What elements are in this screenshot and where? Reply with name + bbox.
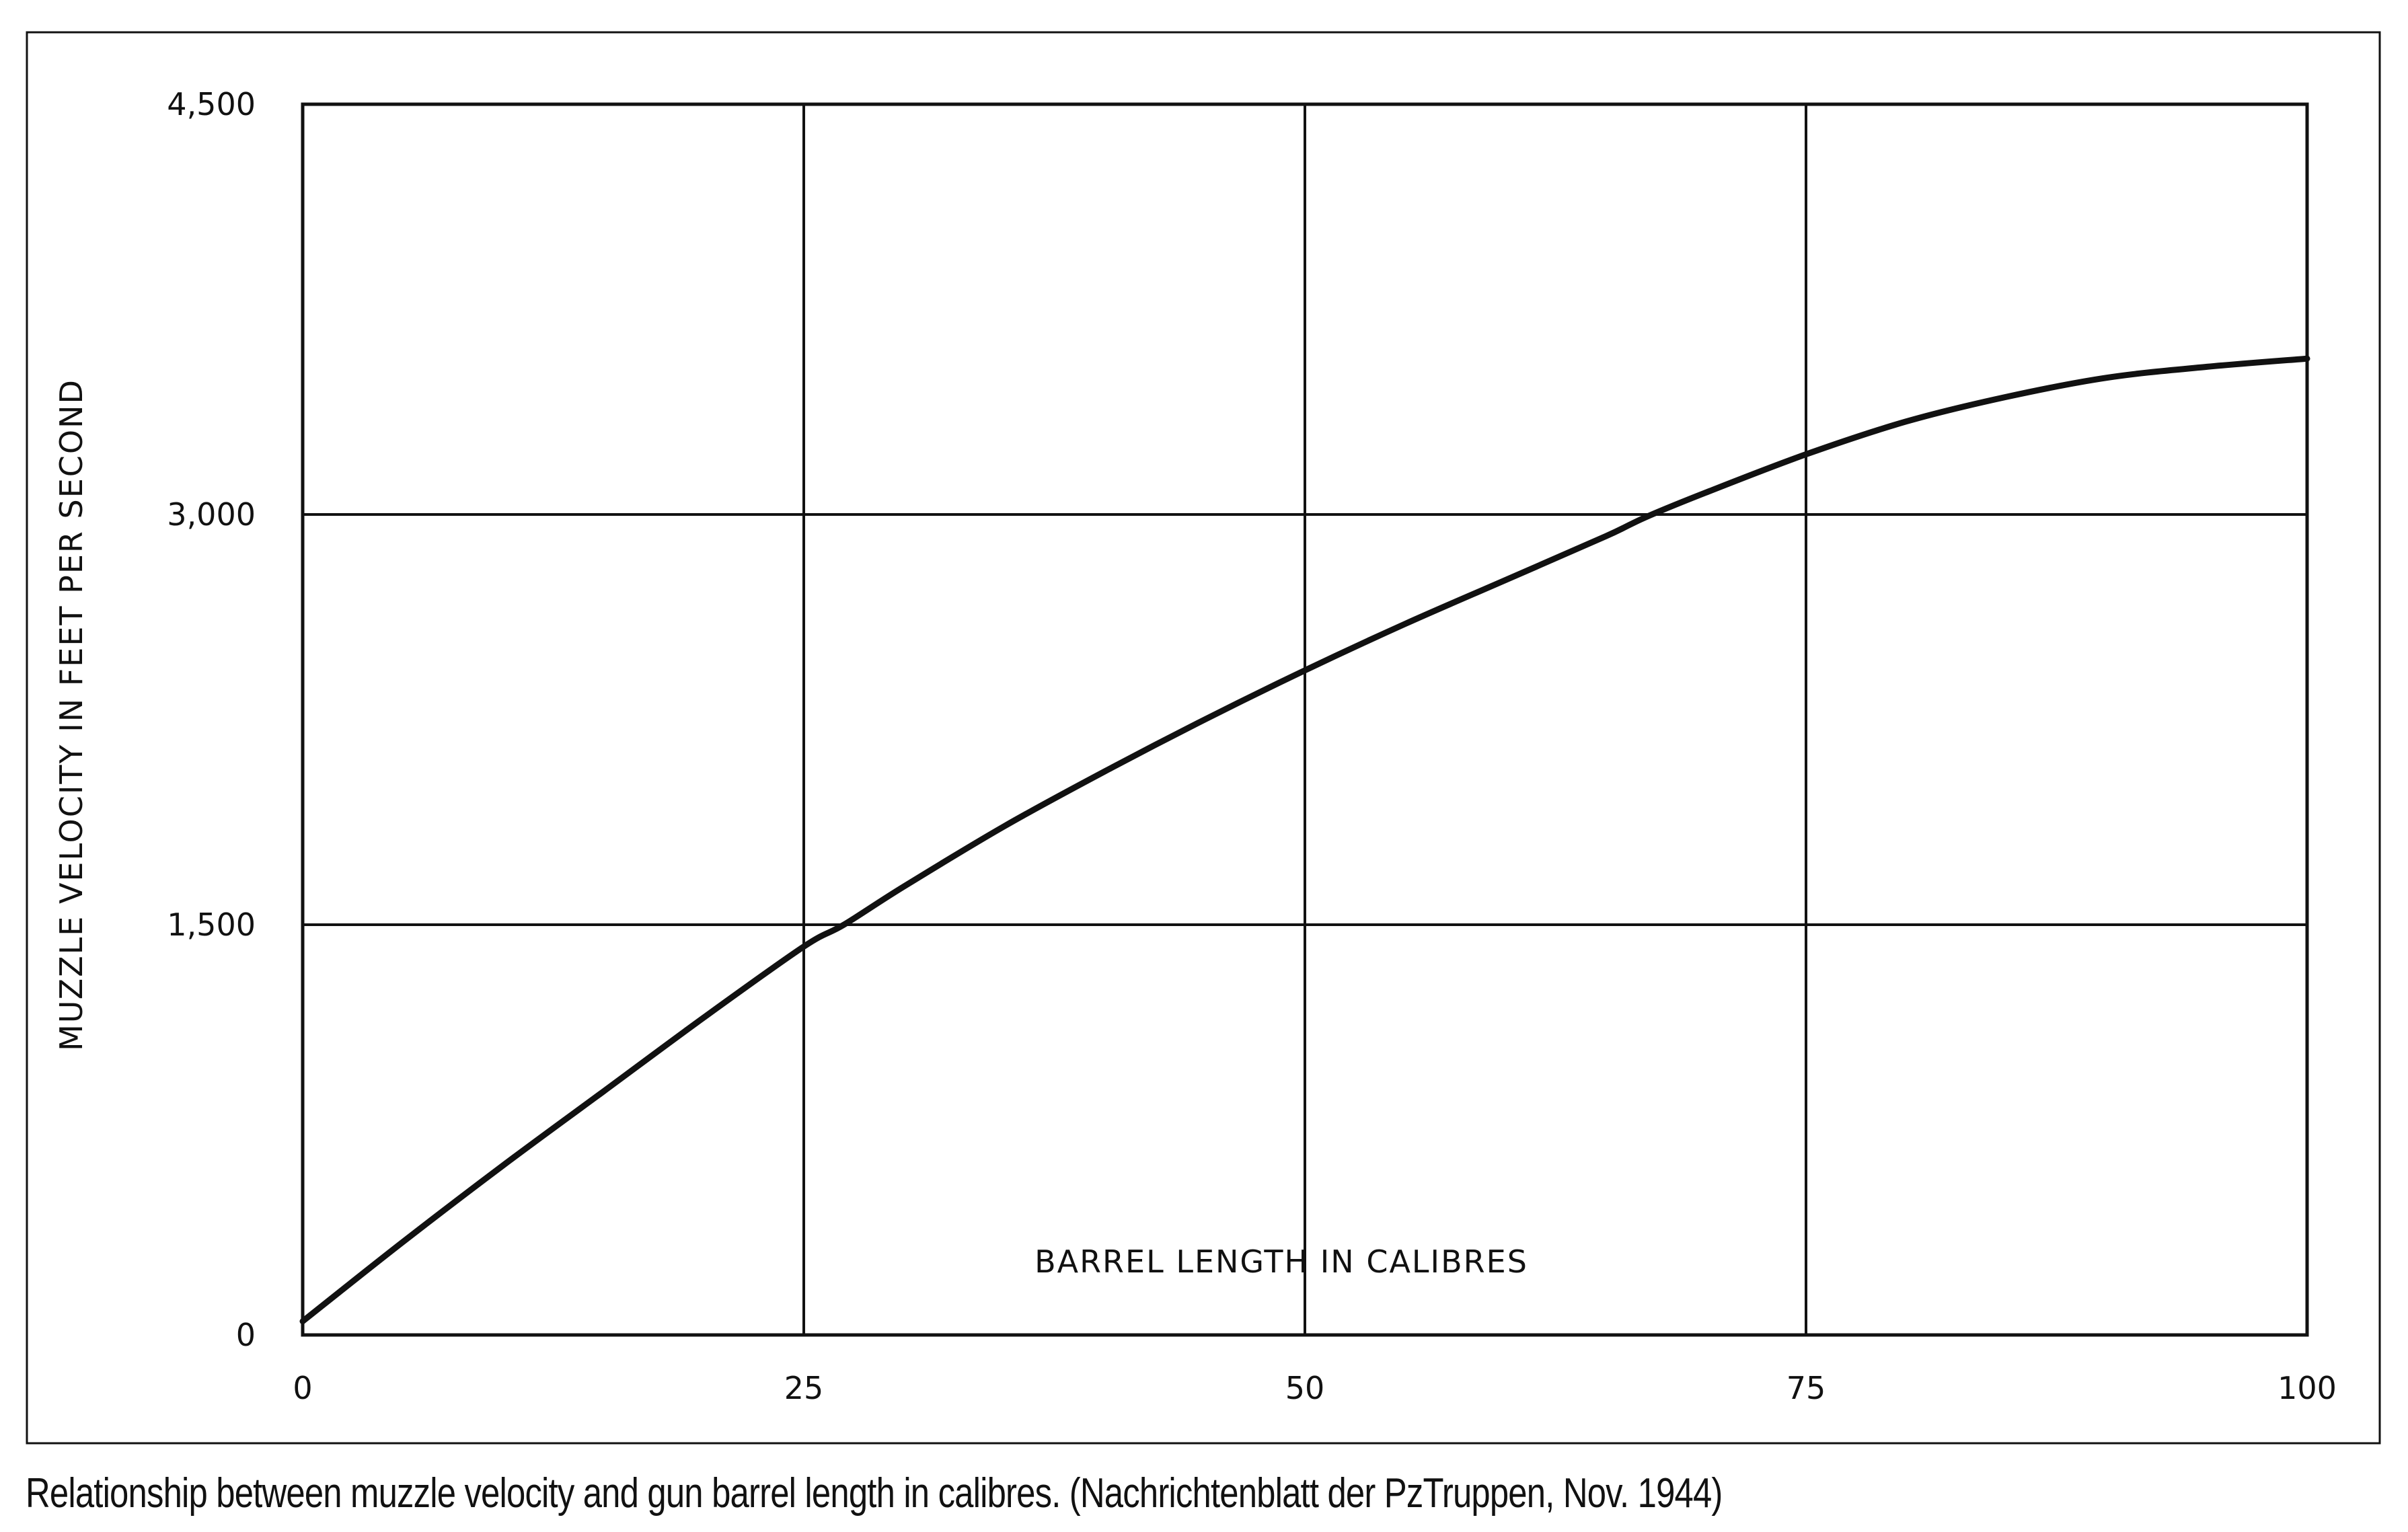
y-tick-label: 1,500 <box>167 907 256 943</box>
y-tick-label: 3,000 <box>167 496 256 533</box>
y-axis-label: MUZZLE VELOCITY IN FEET PER SECOND <box>53 379 89 1051</box>
y-tick-label: 0 <box>236 1317 256 1353</box>
x-tick-label: 25 <box>784 1370 824 1406</box>
x-tick-label: 100 <box>2278 1370 2337 1406</box>
x-axis-label: BARREL LENGTH IN CALIBRES <box>1034 1243 1528 1280</box>
figure-caption: Relationship between muzzle velocity and… <box>26 1470 1723 1517</box>
y-tick-label: 4,500 <box>167 86 256 122</box>
series-line-muzzle-velocity <box>299 355 2310 1325</box>
x-tick-label: 0 <box>293 1370 312 1406</box>
x-tick-label: 75 <box>1786 1370 1826 1406</box>
plot-area-border <box>301 102 2309 1337</box>
x-tick-label: 50 <box>1285 1370 1325 1406</box>
tick-labels: 0 25 50 75 100 0 1,500 3,000 4,500 <box>167 86 2337 1406</box>
grid-lines <box>301 103 2308 1336</box>
figure-border <box>26 31 2381 1445</box>
